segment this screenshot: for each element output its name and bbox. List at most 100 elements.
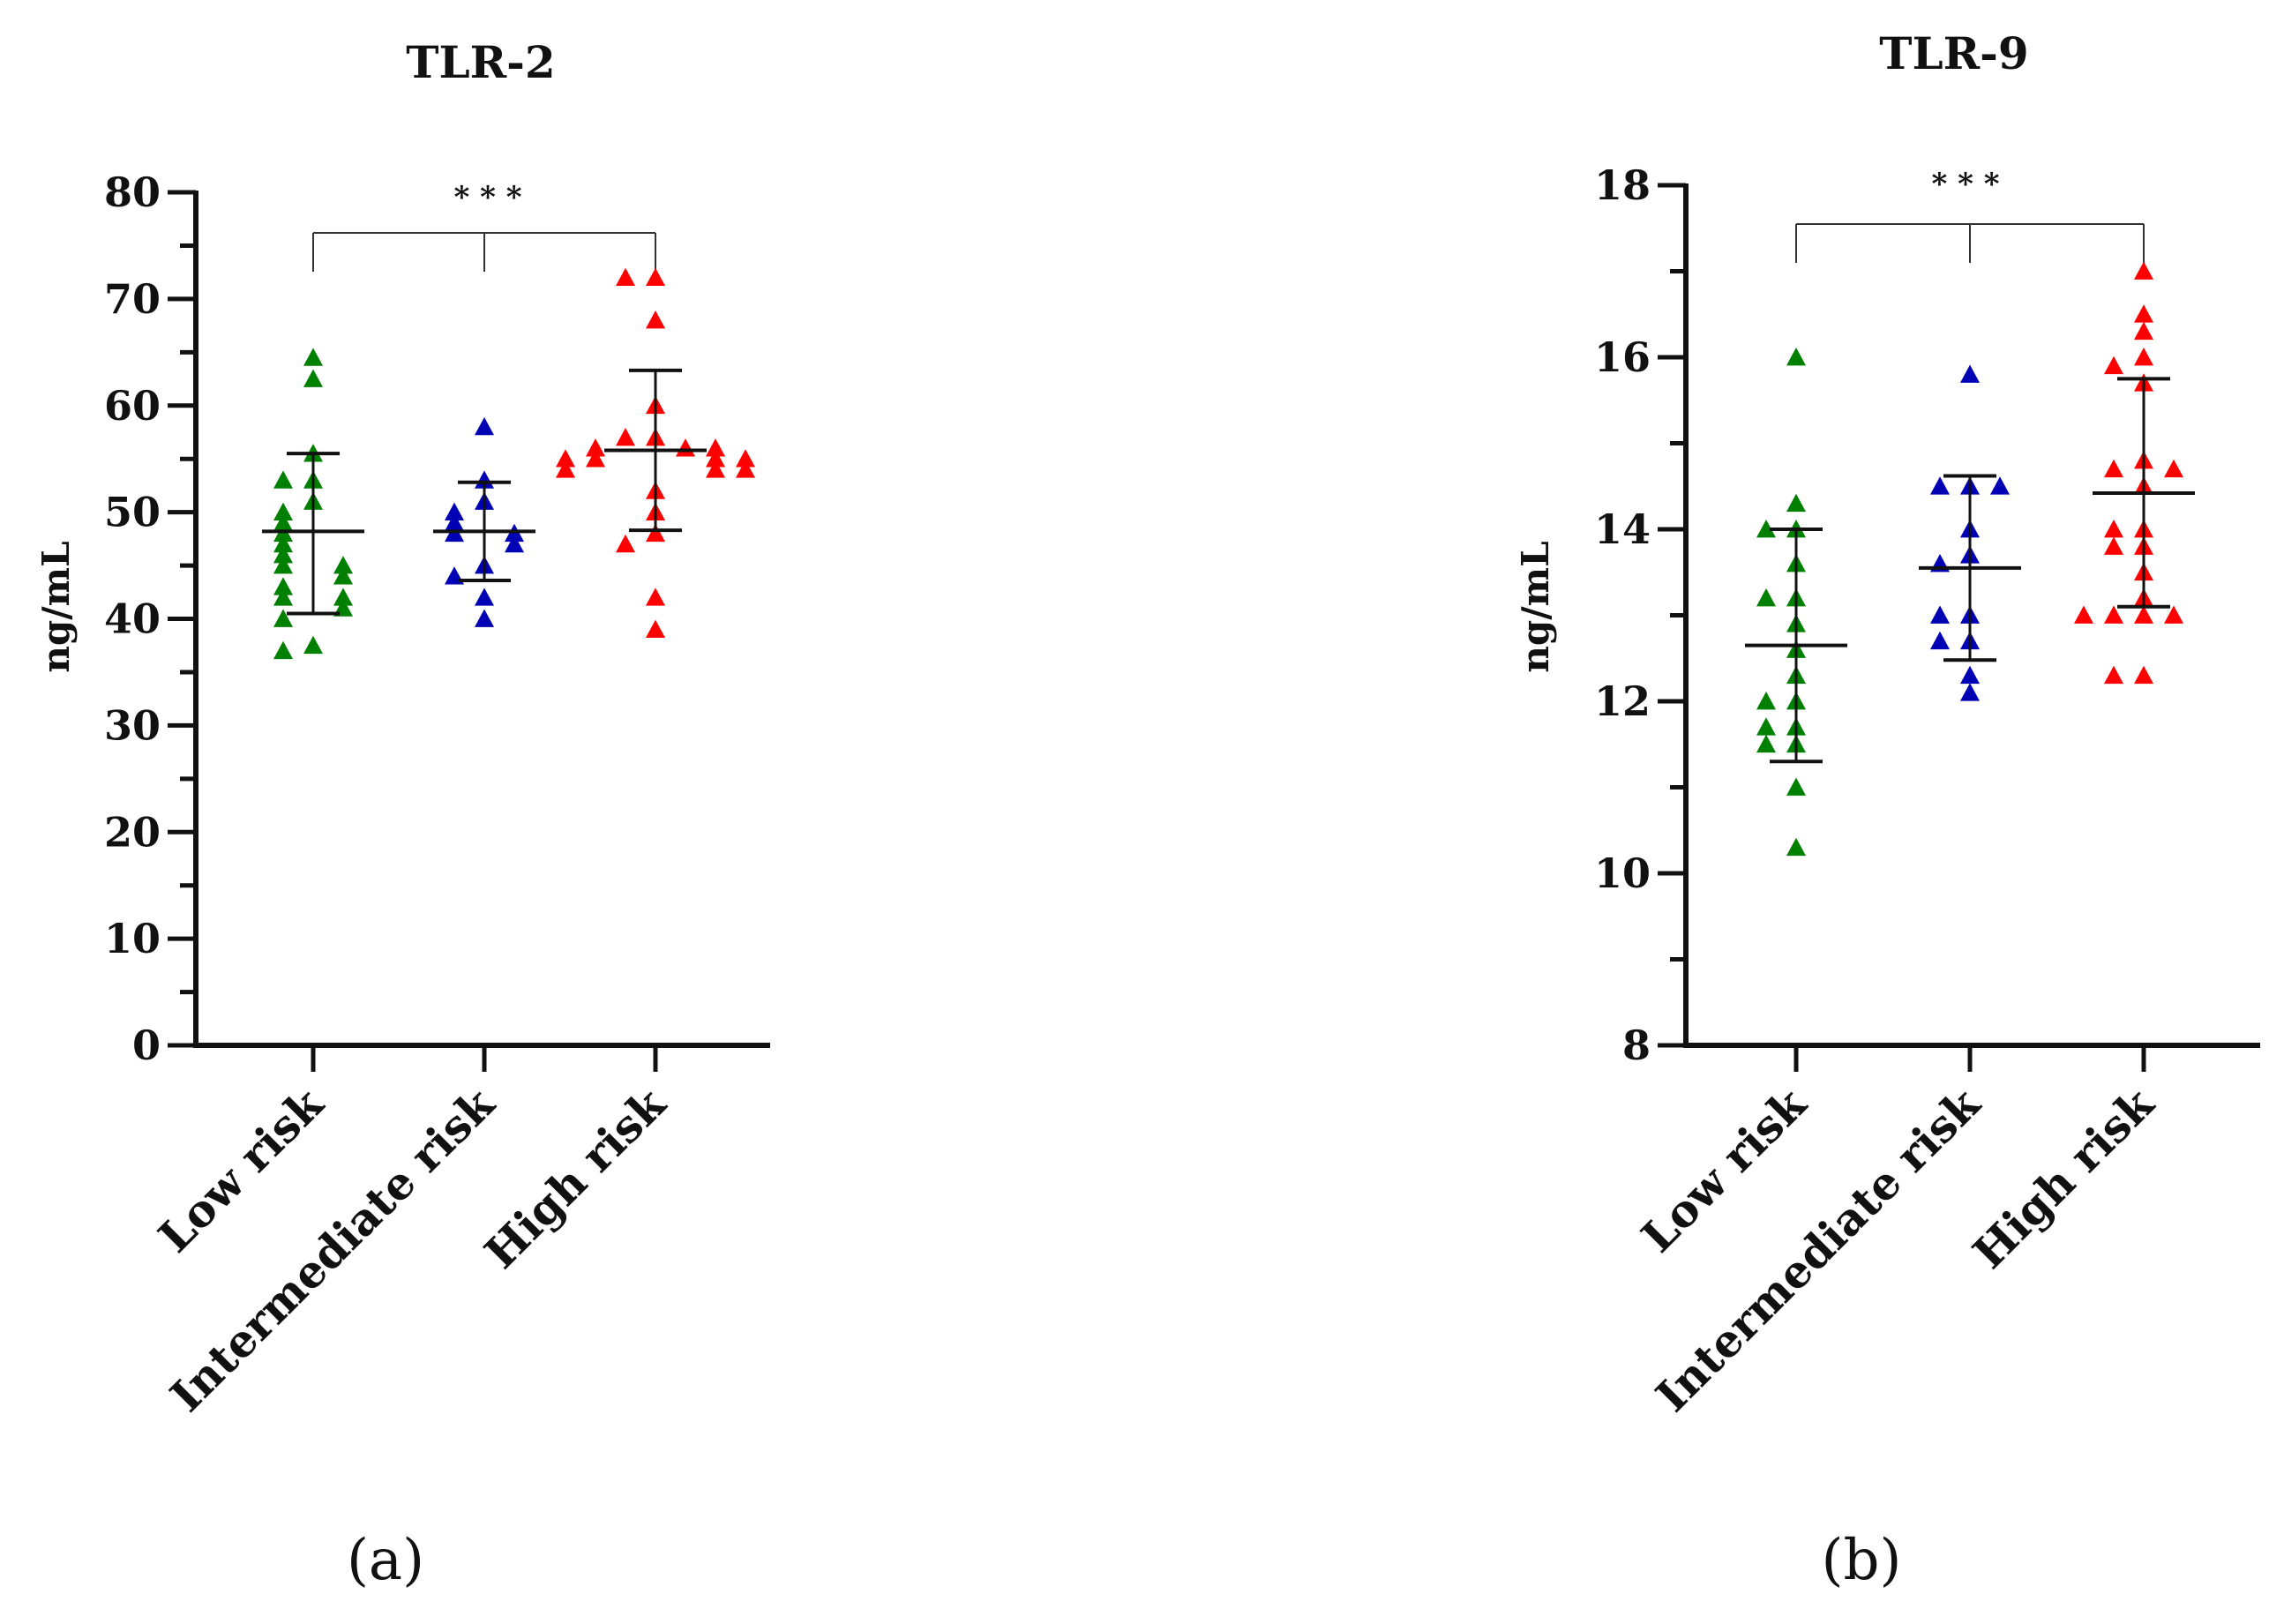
data-point [586, 438, 605, 457]
data-point [1756, 520, 1776, 538]
x-tick-label: High risk [1963, 1077, 2165, 1279]
chart-panel-a: TLR-2 ng/mL * * * (a) 0 10 20 30 40 50 60 70 80 L… [34, 36, 770, 1593]
y-tick-label: 50 [104, 489, 161, 536]
y-tick-label: 80 [104, 168, 161, 216]
data-point [1990, 476, 2010, 495]
data-point [1756, 734, 1776, 753]
data-point [2134, 665, 2153, 685]
chart-title: TLR-9 [1879, 27, 2028, 79]
panel-label: (a) [347, 1528, 424, 1593]
data-point [475, 609, 494, 627]
y-axis-label: ng/mL [1514, 541, 1557, 672]
data-point [273, 470, 293, 489]
y-axis-label: ng/mL [34, 541, 78, 672]
data-point [273, 556, 293, 574]
y-tick-label: 10 [1594, 849, 1651, 897]
data-point [676, 438, 695, 457]
chart-panel-b: TLR-9 ng/mL * * * (b) 8 10 12 14 16 18 Low ris… [1514, 27, 2260, 1593]
data-point [646, 267, 665, 287]
y-tick-label: 0 [132, 1022, 161, 1069]
x-tick-label: High risk [475, 1077, 677, 1279]
data-point [1786, 348, 1806, 366]
data-point [706, 460, 725, 478]
data-point [556, 460, 575, 478]
data-point [2134, 261, 2153, 280]
data-point [1960, 665, 1980, 685]
data-point [736, 460, 755, 478]
data-point [2074, 605, 2093, 624]
data-point [616, 534, 635, 553]
data-point [1786, 837, 1806, 857]
significance-label: * * * [1931, 167, 1999, 202]
data-point [2104, 536, 2123, 555]
data-point [1756, 717, 1776, 736]
x-tick-label: Intermediate risk [1646, 1077, 1991, 1422]
y-tick-label: 60 [104, 382, 161, 430]
data-point [646, 311, 665, 329]
data-point [273, 640, 293, 660]
data-point [1756, 588, 1776, 607]
data-point [2104, 665, 2123, 685]
data-point [273, 534, 293, 553]
data-point [646, 523, 665, 543]
data-point [706, 449, 725, 468]
data-point [273, 609, 293, 627]
panel-label: (b) [1822, 1528, 1902, 1593]
data-point [2134, 321, 2153, 341]
data-point [333, 587, 353, 606]
data-point [2134, 304, 2153, 323]
x-tick-label: Low risk [1631, 1077, 1816, 1262]
data-point [1786, 493, 1806, 513]
data-point [445, 513, 464, 532]
data-point [1930, 631, 1950, 650]
data-point [303, 369, 323, 387]
data-point [333, 566, 353, 585]
data-point [333, 556, 353, 574]
chart-title: TLR-2 [406, 36, 555, 88]
data-point [273, 577, 293, 595]
data-point [556, 449, 575, 468]
significance-label: * * * [453, 180, 521, 215]
x-tick-label: Low risk [148, 1077, 333, 1262]
data-point [2164, 605, 2183, 624]
data-point [646, 619, 665, 638]
y-tick-label: 30 [104, 701, 161, 749]
data-point [505, 534, 524, 553]
data-point [303, 635, 323, 655]
data-point [1756, 692, 1776, 710]
data-point [1786, 777, 1806, 796]
data-point [616, 428, 635, 446]
data-point [616, 267, 635, 287]
data-point [2134, 348, 2153, 366]
data-point [646, 587, 665, 606]
y-tick-label: 18 [1594, 161, 1651, 209]
data-point [475, 416, 494, 436]
data-point [303, 348, 323, 366]
y-tick-label: 70 [104, 275, 161, 323]
data-point [736, 449, 755, 468]
data-point [273, 587, 293, 606]
data-point [445, 502, 464, 520]
data-point [2104, 355, 2123, 375]
data-point [1930, 605, 1950, 624]
data-point [2164, 459, 2183, 478]
data-point [706, 438, 725, 457]
data-point [1960, 683, 1980, 701]
y-tick-label: 10 [104, 915, 161, 962]
data-point [586, 449, 605, 468]
data-point [1930, 476, 1950, 495]
y-tick-label: 40 [104, 595, 161, 643]
data-point [2104, 605, 2123, 624]
y-tick-label: 16 [1594, 333, 1651, 381]
y-tick-label: 8 [1622, 1022, 1651, 1069]
data-point [475, 587, 494, 606]
x-tick-label: Intermediate risk [161, 1077, 505, 1422]
y-tick-label: 20 [104, 808, 161, 856]
data-point [1960, 364, 1980, 383]
data-point [2104, 520, 2123, 538]
data-point [273, 502, 293, 520]
data-point [2104, 459, 2123, 478]
